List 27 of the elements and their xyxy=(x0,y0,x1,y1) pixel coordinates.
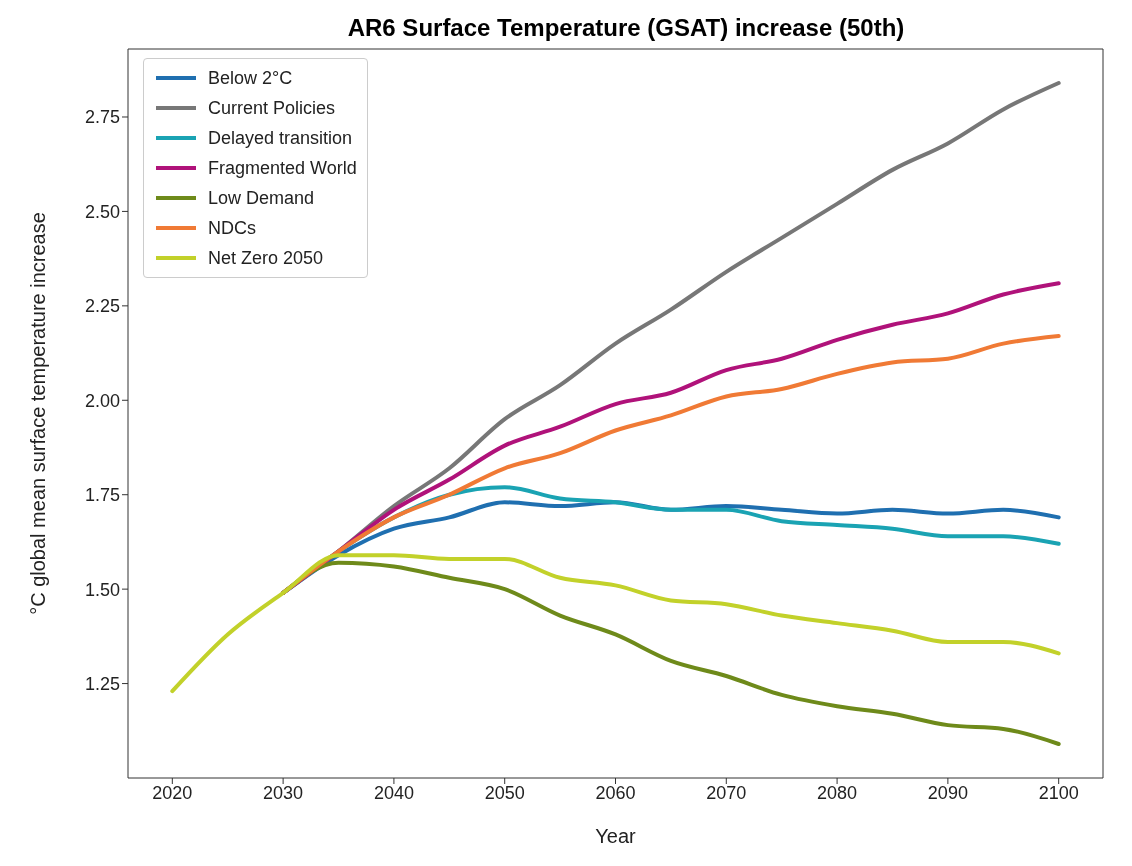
y-tick-label: 1.50 xyxy=(84,579,120,600)
y-axis-title: °C global mean surface temperature increase xyxy=(27,212,50,615)
legend-label: Net Zero 2050 xyxy=(208,247,324,269)
x-tick-label: 2040 xyxy=(373,782,414,803)
y-tick-label: 1.75 xyxy=(84,485,120,506)
x-tick-label: 2070 xyxy=(706,782,747,803)
chart-title: AR6 Surface Temperature (GSAT) increase (50th) xyxy=(346,13,906,43)
legend-label: Delayed transition xyxy=(208,127,353,149)
x-tick-label: 2080 xyxy=(817,782,858,803)
y-tick-label: 1.25 xyxy=(84,673,120,694)
legend-label: NDCs xyxy=(208,217,256,239)
legend-label: Below 2°C xyxy=(208,67,293,89)
x-tick-label: 2020 xyxy=(152,782,193,803)
y-tick-label: 2.75 xyxy=(84,107,120,128)
line-series xyxy=(170,553,1061,694)
legend-label: Current Policies xyxy=(208,97,336,119)
legend-label: Low Demand xyxy=(208,187,315,209)
y-tick-label: 2.00 xyxy=(84,390,120,411)
x-tick-label: 2090 xyxy=(927,782,968,803)
y-tick-label: 2.50 xyxy=(84,201,120,222)
legend-label: Fragmented World xyxy=(208,157,357,179)
x-tick-label: 2050 xyxy=(484,782,525,803)
x-tick-label: 2100 xyxy=(1038,782,1079,803)
x-tick-label: 2060 xyxy=(595,782,636,803)
y-tick-label: 2.25 xyxy=(84,296,120,317)
x-axis-title: Year xyxy=(595,825,637,847)
x-tick-label: 2030 xyxy=(263,782,304,803)
